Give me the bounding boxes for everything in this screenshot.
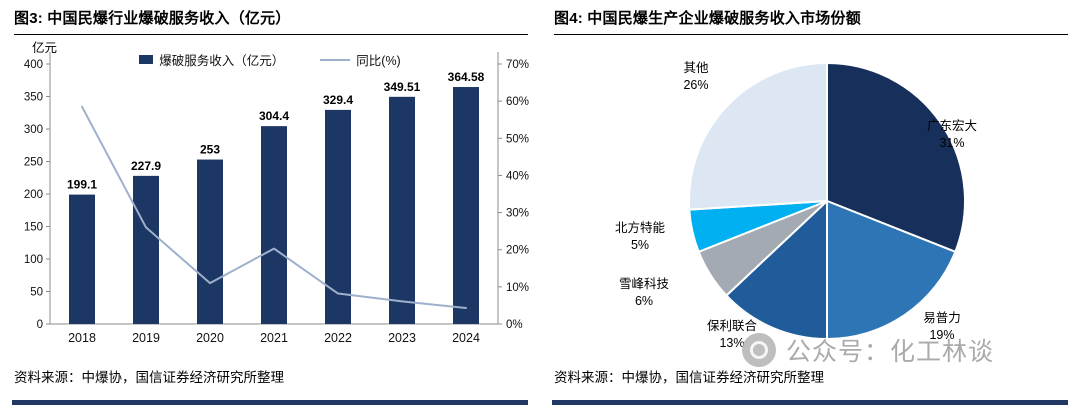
left-axis-tick: 300 bbox=[24, 124, 43, 136]
bar-swatch-icon bbox=[139, 55, 154, 64]
pie-label-pct: 19% bbox=[929, 327, 955, 342]
pie-label-name: 其他 bbox=[683, 61, 709, 75]
watermark: 公众号：化工林谈 bbox=[742, 332, 994, 368]
x-axis-label: 2024 bbox=[452, 331, 480, 345]
bar-2019 bbox=[133, 175, 159, 324]
legend-item-revenue: 爆破服务收入（亿元） bbox=[139, 50, 284, 69]
yoy-line bbox=[81, 105, 467, 310]
left-axis-tick: 0 bbox=[37, 319, 43, 331]
right-axis-tick: 70% bbox=[506, 59, 529, 71]
bar-value-label: 329.4 bbox=[323, 93, 353, 107]
x-axis-label: 2020 bbox=[196, 331, 224, 345]
pie-slice-5 bbox=[687, 62, 828, 211]
left-axis-tick: 150 bbox=[24, 222, 43, 234]
pie-label-xuefeng-tech: 雪峰科技 6% bbox=[594, 276, 694, 310]
pie-slice-0 bbox=[826, 62, 966, 253]
pie-label-name: 广东宏大 bbox=[926, 119, 977, 133]
bar-value-label: 227.9 bbox=[131, 159, 161, 173]
figure-4-source: 资料来源：中爆协，国信证券经济研究所整理 bbox=[554, 370, 824, 385]
pie-label-pct: 13% bbox=[719, 335, 745, 350]
pie-label-name: 保利联合 bbox=[706, 319, 757, 333]
bar-2018 bbox=[69, 194, 95, 324]
x-axis-label: 2022 bbox=[324, 331, 352, 345]
bar-2023 bbox=[389, 96, 415, 324]
right-axis-tick: 10% bbox=[506, 282, 529, 294]
market-share-pie-chart bbox=[687, 62, 966, 340]
bar-value-label: 364.58 bbox=[448, 70, 485, 84]
pie-label-pct: 26% bbox=[683, 77, 709, 92]
pie-label-name: 北方特能 bbox=[614, 221, 665, 235]
left-axis-tick: 400 bbox=[24, 59, 43, 71]
bar-2021 bbox=[261, 126, 287, 324]
figure-3-title: 图3: 中国民爆行业爆破服务收入（亿元） bbox=[14, 7, 528, 35]
bar-value-label: 349.51 bbox=[384, 80, 421, 94]
pie-slice-2 bbox=[725, 200, 828, 340]
line-swatch-icon bbox=[320, 58, 351, 61]
x-axis-label: 2023 bbox=[388, 331, 416, 345]
pie-label-others: 其他 26% bbox=[646, 60, 746, 94]
pie-label-north-special-energy: 北方特能 5% bbox=[590, 220, 690, 254]
left-axis-unit: 亿元 bbox=[32, 40, 57, 55]
right-axis-tick: 50% bbox=[506, 133, 529, 145]
right-axis-tick: 0% bbox=[506, 319, 523, 331]
legend-yoy-label: 同比(%) bbox=[356, 54, 401, 68]
bar-2020 bbox=[197, 159, 223, 324]
figure-4-panel: 图4: 中国民爆生产企业爆破服务收入市场份额 广东宏大 31% 易普力 19% … bbox=[540, 0, 1080, 408]
pie-label-pct: 5% bbox=[630, 237, 650, 252]
pie-label-pct: 31% bbox=[939, 135, 965, 150]
figure-3-bottom-rule bbox=[12, 400, 528, 405]
watermark-text: 公众号：化工林谈 bbox=[786, 338, 995, 366]
pie-label-poly-united: 保利联合 13% bbox=[682, 318, 782, 352]
left-axis-tick: 350 bbox=[24, 92, 43, 104]
x-axis-label: 2021 bbox=[260, 331, 288, 345]
left-axis-tick: 100 bbox=[24, 254, 43, 266]
watermark-logo-icon bbox=[742, 333, 776, 367]
pie-label-pct: 6% bbox=[634, 293, 654, 308]
bar-2022 bbox=[325, 109, 351, 324]
pie-label-name: 雪峰科技 bbox=[618, 277, 669, 291]
left-axis-tick: 250 bbox=[24, 157, 43, 169]
figure-3-legend: 爆破服务收入（亿元） 同比(%) bbox=[30, 50, 510, 69]
pie-label-name: 易普力 bbox=[923, 311, 961, 325]
left-axis-tick: 200 bbox=[24, 189, 43, 201]
revenue-bar-chart: 亿元 0 50 100 150 200 250 300 350 400 0% 10% 20% 30% 40%… bbox=[24, 40, 529, 345]
right-axis-tick: 60% bbox=[506, 96, 529, 108]
figure-4-bottom-rule bbox=[552, 400, 1068, 405]
figure-3-panel: 图3: 中国民爆行业爆破服务收入（亿元） 爆破服务收入（亿元） 同比(%) 亿元… bbox=[12, 7, 529, 405]
pie-slice-1 bbox=[826, 200, 957, 340]
pie-label-yipuli: 易普力 19% bbox=[892, 310, 992, 344]
right-axis-tick: 30% bbox=[506, 208, 529, 220]
right-axis-tick: 20% bbox=[506, 245, 529, 257]
left-axis-tick: 50 bbox=[30, 287, 43, 299]
bar-value-label: 199.1 bbox=[67, 178, 97, 192]
bar-value-label: 304.4 bbox=[259, 109, 289, 123]
pie-label-guangdong-hongda: 广东宏大 31% bbox=[902, 118, 1002, 152]
x-axis-label: 2018 bbox=[68, 331, 96, 345]
figure-4-title: 图4: 中国民爆生产企业爆破服务收入市场份额 bbox=[554, 7, 1068, 35]
figure-3-source: 资料来源：中爆协，国信证券经济研究所整理 bbox=[14, 370, 284, 385]
right-axis-tick: 40% bbox=[506, 170, 529, 182]
legend-revenue-label: 爆破服务收入（亿元） bbox=[159, 54, 285, 68]
bar-2024 bbox=[453, 87, 479, 324]
legend-item-yoy: 同比(%) bbox=[320, 50, 401, 69]
x-axis-label: 2019 bbox=[132, 331, 160, 345]
bar-value-label: 253 bbox=[200, 143, 220, 157]
